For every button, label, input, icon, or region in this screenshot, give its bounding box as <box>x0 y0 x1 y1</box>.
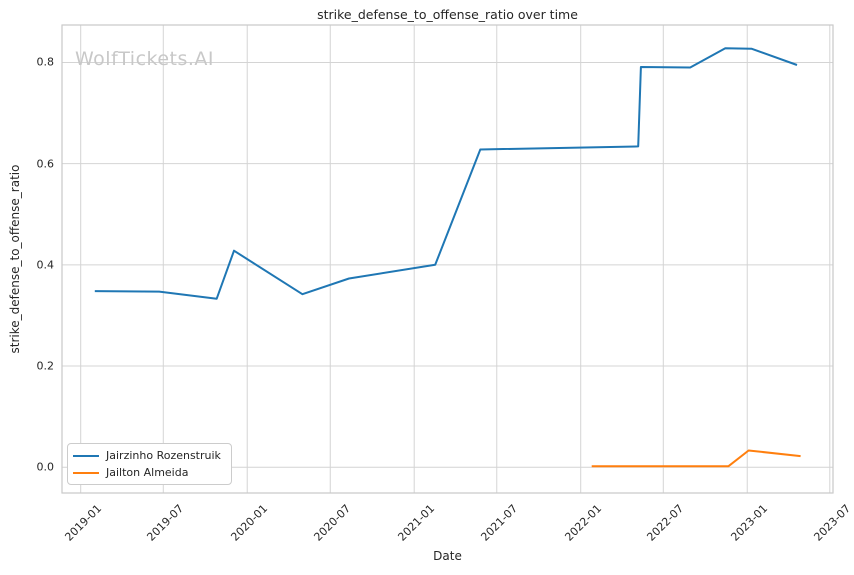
y-tick-label: 0.2 <box>36 359 55 373</box>
series-line-jailton-almeida <box>591 449 801 468</box>
watermark: WolfTickets.AI <box>75 48 215 70</box>
legend-item: Jairzinho Rozenstruik <box>73 447 221 464</box>
y-tick-label: 0.4 <box>36 258 55 272</box>
legend-label: Jairzinho Rozenstruik <box>106 449 221 462</box>
y-axis-label: strike_defense_to_offense_ratio <box>8 164 22 354</box>
legend-line-swatch-blue <box>73 454 99 457</box>
y-tick-label: 0.6 <box>36 157 55 171</box>
chart-title: strike_defense_to_offense_ratio over tim… <box>317 7 578 22</box>
legend-item: Jailton Almeida <box>73 464 221 481</box>
legend: Jairzinho Rozenstruik Jailton Almeida <box>67 443 232 485</box>
plot-border <box>61 24 834 494</box>
y-tick-label: 0.0 <box>36 460 55 474</box>
x-axis-label: Date <box>433 549 462 563</box>
legend-line-swatch-orange <box>73 471 99 474</box>
legend-label: Jailton Almeida <box>106 466 189 479</box>
y-tick-label: 0.8 <box>36 55 55 69</box>
series-line-jairzinho-rozenstruik <box>94 47 798 300</box>
